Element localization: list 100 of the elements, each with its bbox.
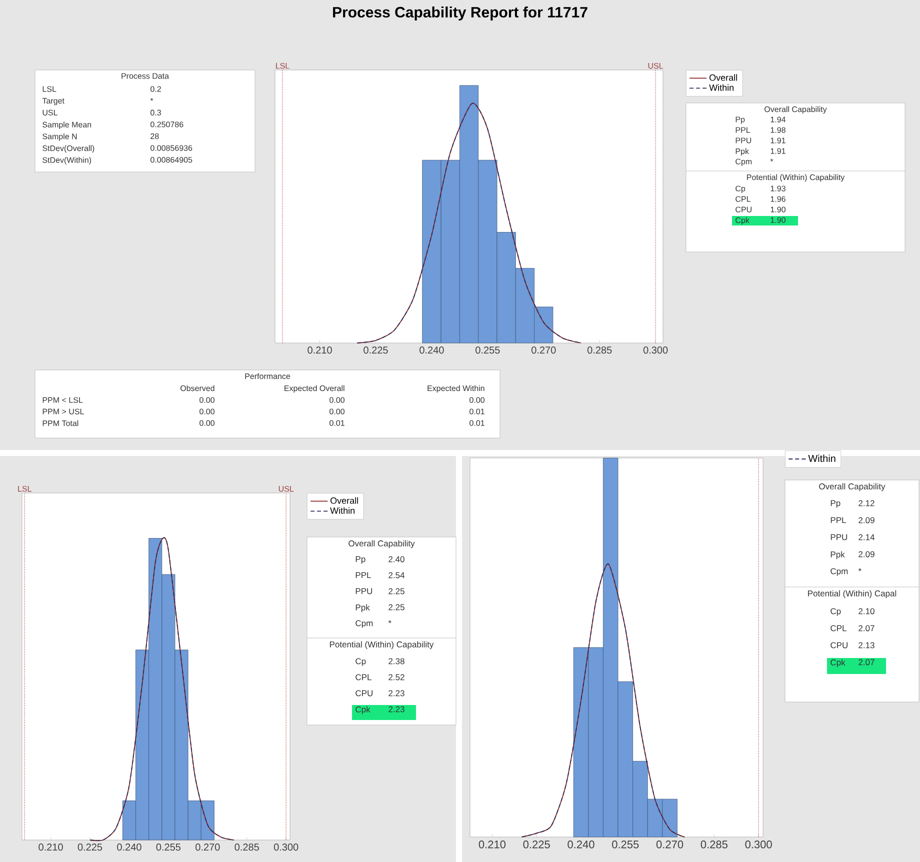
text: PPM < LSL xyxy=(42,397,83,403)
text: 0.3 xyxy=(150,110,161,116)
text: Ppk xyxy=(830,551,845,560)
text: PPU xyxy=(356,588,372,594)
text: Cp xyxy=(356,658,366,666)
text: Cpm xyxy=(736,158,752,166)
text: Potential (Within) Capability xyxy=(330,641,434,650)
text: Process Data xyxy=(122,73,170,79)
text: CPU xyxy=(830,642,848,648)
legend-label: Within xyxy=(330,507,354,514)
text: Potential (Within) Capal xyxy=(808,590,896,598)
x-tick-label: 0.285 xyxy=(587,346,612,354)
text: * xyxy=(858,568,862,572)
text: 0.00 xyxy=(200,397,214,403)
text: * xyxy=(388,620,392,624)
x-tick-label: 0.270 xyxy=(196,844,220,851)
text: CPL xyxy=(736,196,751,202)
x-tick-label: 0.210 xyxy=(308,346,332,354)
text: LSL xyxy=(42,86,56,92)
text: CPU xyxy=(736,206,752,212)
text: CPL xyxy=(830,625,846,632)
text: PPL xyxy=(830,517,846,524)
x-tick-label: 0.255 xyxy=(156,844,181,851)
text: Sample N xyxy=(42,133,77,141)
text: Cp xyxy=(736,186,746,193)
x-tick-label: 0.270 xyxy=(656,840,684,848)
text: PPM > USL xyxy=(42,408,84,414)
text: 2.09 xyxy=(858,551,874,558)
text: 0.01 xyxy=(330,420,344,426)
text: 2.14 xyxy=(858,534,875,540)
text: 1.93 xyxy=(770,186,786,192)
text: Expected Overall xyxy=(284,385,344,393)
text: Cpm xyxy=(830,568,848,576)
text: 1.90 xyxy=(770,217,786,223)
text: StDev(Within) xyxy=(42,156,92,164)
ref-line-label: USL xyxy=(648,62,664,69)
text: USL xyxy=(42,110,58,116)
text: Overall Capability xyxy=(348,540,415,548)
text: 0.00 xyxy=(200,420,214,426)
x-tick-label: 0.255 xyxy=(476,346,500,354)
text: Overall Capability xyxy=(764,106,827,114)
text: Ppk xyxy=(356,604,370,612)
text: 2.52 xyxy=(388,674,404,680)
text: 2.10 xyxy=(858,608,874,614)
text: 0.00 xyxy=(200,408,214,414)
text: PPM Total xyxy=(42,420,78,426)
text: Pp xyxy=(830,500,840,508)
text: 2.25 xyxy=(388,588,404,594)
text: 1.94 xyxy=(770,116,786,122)
legend-label: Overall xyxy=(330,497,358,504)
text: Expected Within xyxy=(428,385,484,393)
text: 2.54 xyxy=(388,572,405,578)
text: 1.90 xyxy=(770,206,786,212)
x-tick-label: 0.240 xyxy=(117,844,142,851)
text: 0.00864905 xyxy=(150,156,192,163)
x-tick-label: 0.225 xyxy=(523,840,550,848)
x-tick-label: 0.225 xyxy=(364,346,388,354)
x-tick-label: 0.270 xyxy=(532,346,556,354)
text: 2.38 xyxy=(388,658,404,664)
text: Cpk xyxy=(830,659,846,668)
text: 2.23 xyxy=(388,706,404,712)
text: PPL xyxy=(736,127,750,133)
x-tick-label: 0.300 xyxy=(643,346,668,354)
text: 2.07 xyxy=(858,625,874,632)
x-tick-label: 0.285 xyxy=(700,840,728,848)
text: Pp xyxy=(736,116,745,124)
text: Pp xyxy=(356,556,366,564)
text: Observed xyxy=(180,385,214,392)
text: Potential (Within) Capability xyxy=(747,174,845,182)
text: 28 xyxy=(150,133,159,140)
text: CPU xyxy=(356,690,372,696)
text: Cpm xyxy=(356,620,373,628)
ref-line-label: USL xyxy=(278,486,294,492)
text: 0.2 xyxy=(150,86,161,92)
text: PPU xyxy=(830,534,848,540)
text: 2.09 xyxy=(858,517,874,524)
x-tick-label: 0.300 xyxy=(274,844,298,851)
legend-label: Within xyxy=(709,84,734,91)
text: 2.13 xyxy=(858,642,874,648)
x-tick-label: 0.225 xyxy=(78,844,102,851)
text: 2.23 xyxy=(388,690,404,696)
text: Cpk xyxy=(356,706,370,714)
text: * xyxy=(150,98,154,101)
text: 0.01 xyxy=(470,420,484,426)
text: 2.25 xyxy=(388,604,404,610)
x-tick-label: 0.210 xyxy=(478,840,506,848)
x-tick-label: 0.255 xyxy=(612,840,639,848)
text: Sample Mean xyxy=(42,122,92,130)
x-tick-label: 0.240 xyxy=(568,840,594,848)
text: Target xyxy=(42,98,64,106)
text: 0.00 xyxy=(330,408,344,414)
text: Cp xyxy=(830,608,841,616)
text: Ppk xyxy=(736,148,750,156)
x-tick-label: 0.210 xyxy=(38,844,63,851)
text: 2.40 xyxy=(388,556,404,562)
legend-label: Overall xyxy=(710,74,737,81)
text: 0.01 xyxy=(470,408,484,414)
ref-line-label: LSL xyxy=(18,486,32,492)
text: Cpk xyxy=(736,217,750,225)
x-tick-label: 0.300 xyxy=(745,840,772,848)
